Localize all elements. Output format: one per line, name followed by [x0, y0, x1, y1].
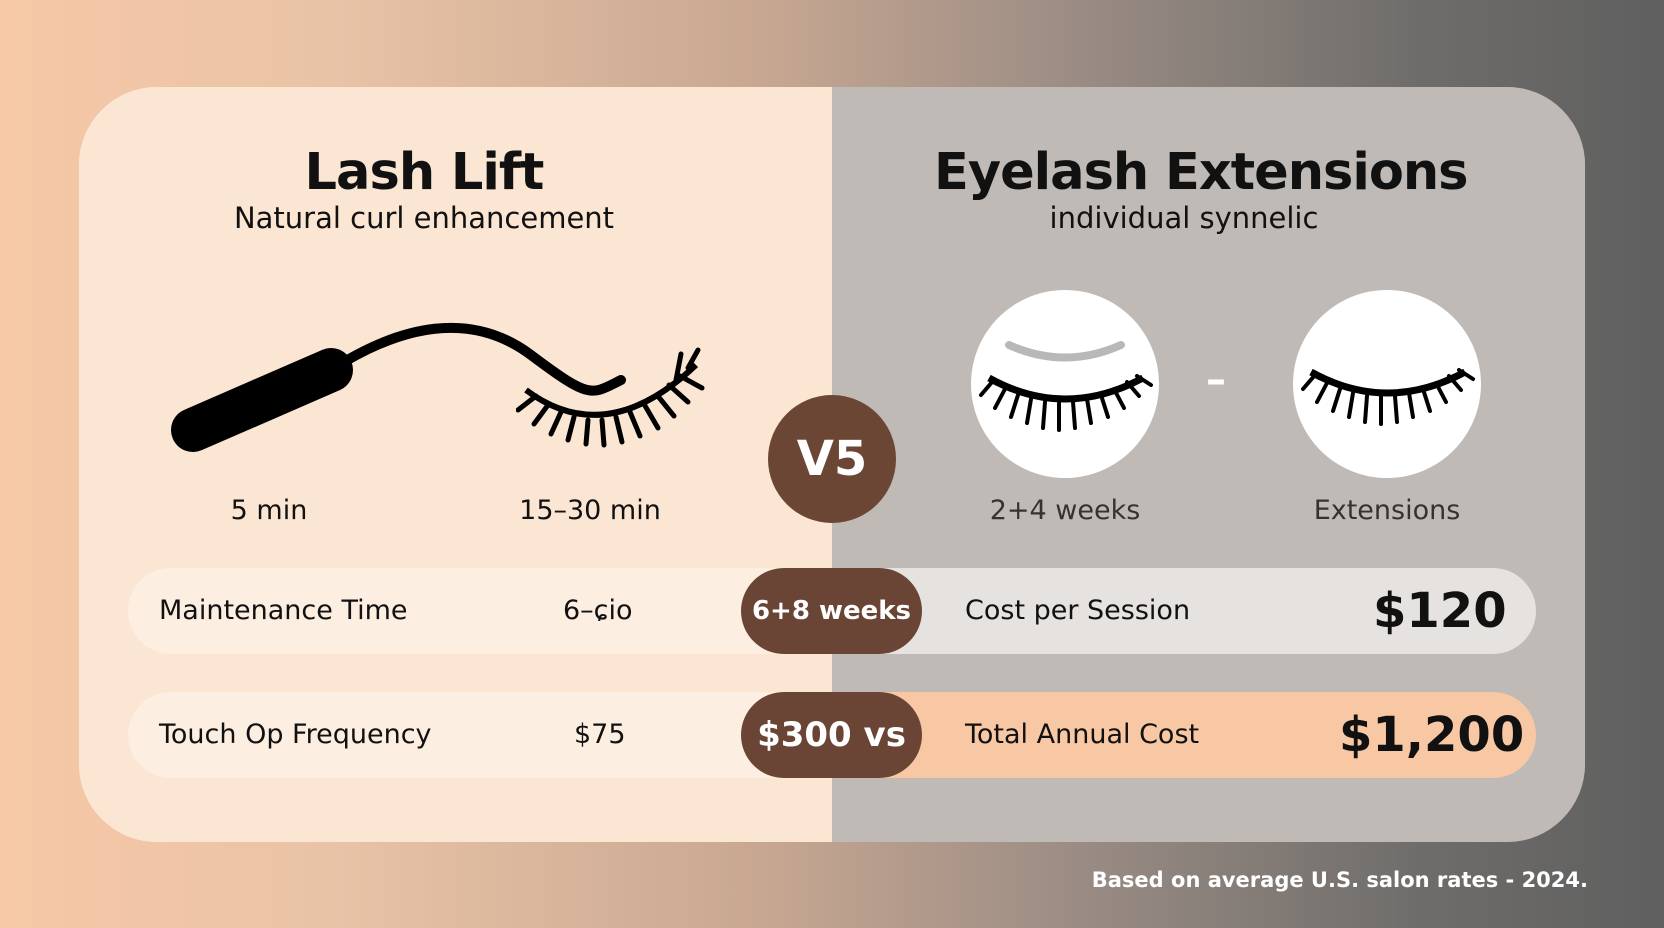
- row-right-label: Cost per Session: [965, 595, 1191, 626]
- lash-lift-title: Lash Lift: [304, 143, 545, 202]
- eye-circle-left: [971, 290, 1159, 478]
- row-right-price: $120: [1373, 583, 1507, 639]
- comparison-row-annual: Touch Op Frequency $75 $300 vs Total Ann…: [128, 692, 1536, 778]
- row-center-pill: $300 vs: [741, 692, 922, 778]
- lash-lift-subtitle: Natural curl enhancement: [233, 201, 615, 235]
- mascara-wand-icon: [171, 322, 626, 452]
- extensions-dash: –: [1206, 357, 1226, 403]
- extensions-label-b: Extensions: [1313, 495, 1461, 526]
- extensions-label-a: 2+4 weeks: [989, 495, 1141, 526]
- lash-lift-label-a: 5 min: [230, 495, 308, 526]
- row-right-label: Total Annual Cost: [965, 719, 1200, 750]
- row-left-label: Maintenance Time: [159, 595, 408, 626]
- row-left-value: 6–ɕio: [563, 595, 633, 626]
- row-left-label: Touch Op Frequency: [159, 719, 432, 750]
- vs-badge: V5: [768, 395, 896, 523]
- extensions-title: Eyelash Extensions: [934, 143, 1469, 202]
- comparison-card: Lash Lift Natural curl enhancement Eyela…: [79, 87, 1585, 842]
- comparison-row-maintenance: Maintenance Time 6–ɕio 6+8 weeks Cost pe…: [128, 568, 1536, 654]
- source-footnote: Based on average U.S. salon rates - 2024…: [1091, 868, 1588, 892]
- row-left-value: $75: [574, 719, 626, 750]
- lash-lift-label-b: 15–30 min: [519, 495, 661, 526]
- eye-circle-right: [1293, 290, 1481, 478]
- closed-eye-lash-icon: [979, 341, 1153, 432]
- closed-eye-lash-icon: [1301, 368, 1475, 426]
- row-right-price: $1,200: [1339, 707, 1525, 763]
- row-center-pill: 6+8 weeks: [741, 568, 922, 654]
- extensions-subtitle: individual synnelic: [1049, 201, 1319, 235]
- lash-strip-icon: [516, 347, 705, 448]
